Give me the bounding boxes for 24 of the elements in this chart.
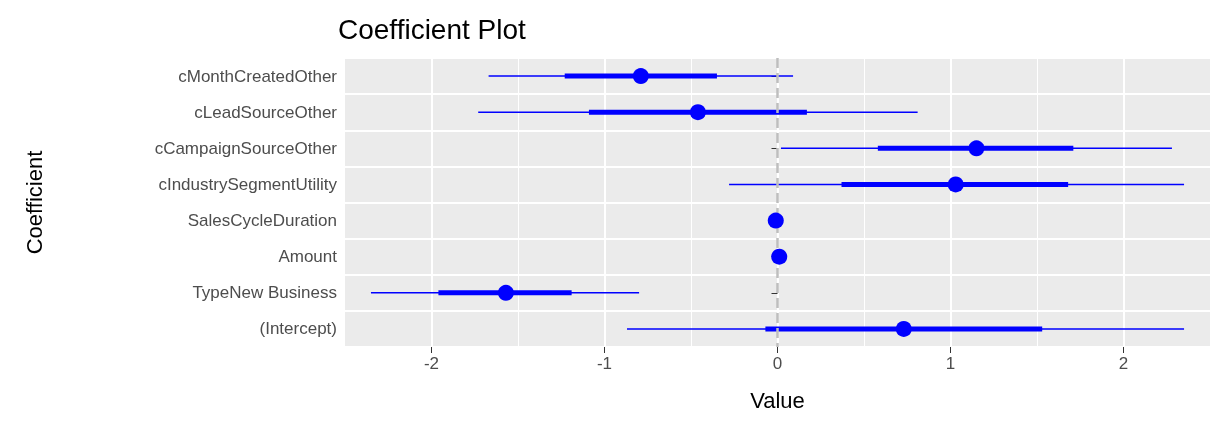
y-tick-label: Amount xyxy=(278,247,338,267)
y-tick-label: TypeNew Business xyxy=(192,283,337,303)
y-tick-label: cCampaignSourceOther xyxy=(154,138,338,158)
y-axis-title: Coefficient xyxy=(21,150,47,255)
point xyxy=(767,212,784,229)
point xyxy=(968,140,985,157)
point xyxy=(689,104,706,121)
point xyxy=(895,320,912,337)
y-tick-label: cLeadSourceOther xyxy=(194,102,338,122)
point xyxy=(497,284,514,301)
chart-title: Coefficient Plot xyxy=(338,13,527,45)
y-tick-label: cIndustrySegmentUtility xyxy=(158,174,338,194)
y-tick-label: cMonthCreatedOther xyxy=(178,66,338,86)
x-axis-title: Value xyxy=(750,387,805,413)
point xyxy=(632,68,649,85)
x-tick-label: -1 xyxy=(596,354,613,373)
y-tick-label: (Intercept) xyxy=(259,319,337,339)
x-tick-label: -2 xyxy=(423,354,440,373)
point xyxy=(771,248,788,265)
x-tick-label: 0 xyxy=(772,354,783,373)
point xyxy=(947,176,964,193)
x-tick-label: 2 xyxy=(1118,354,1129,373)
x-tick-label: 1 xyxy=(945,354,956,373)
y-tick-label: SalesCycleDuration xyxy=(187,211,337,231)
